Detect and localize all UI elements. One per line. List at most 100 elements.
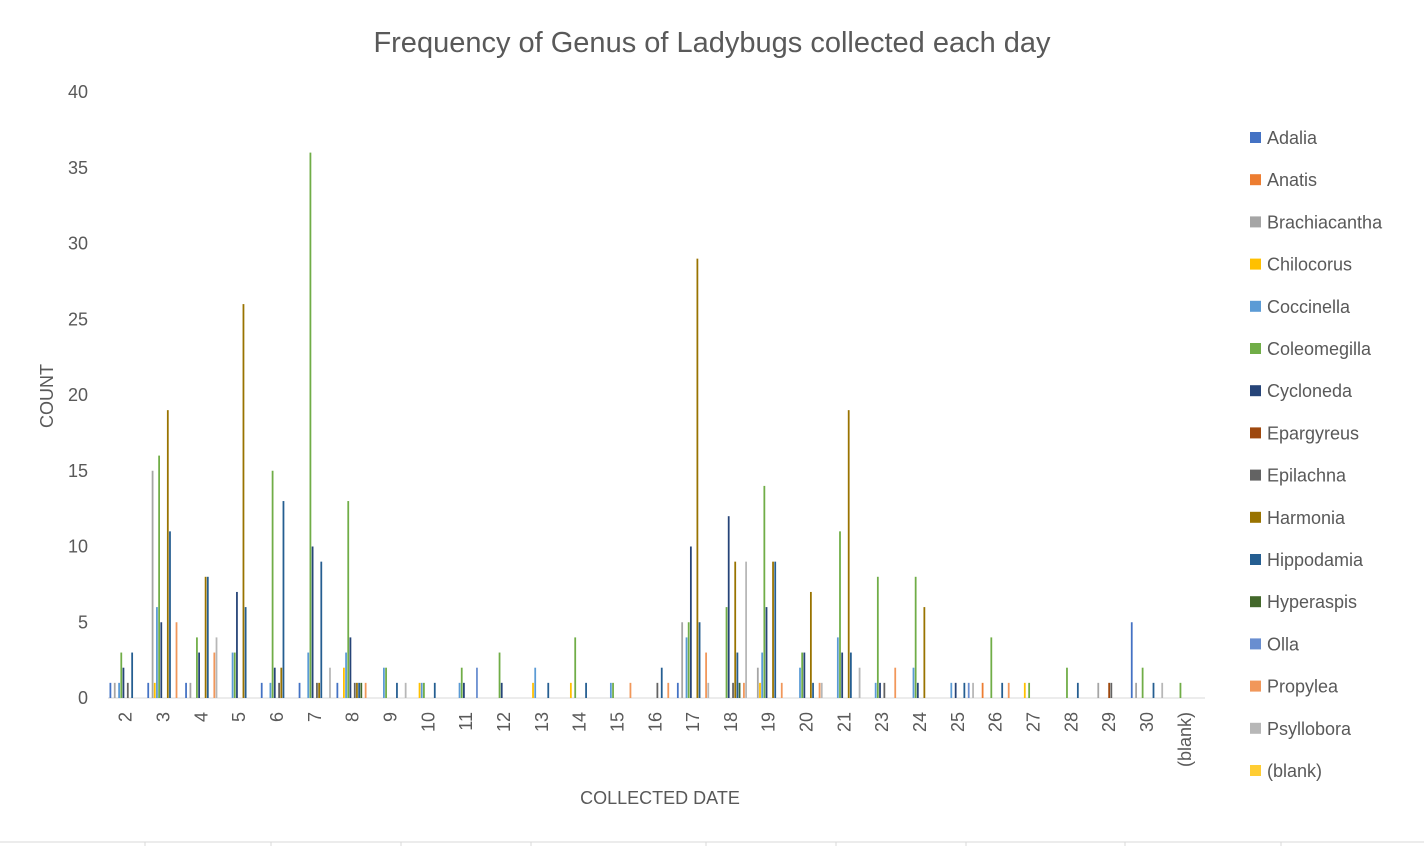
bar	[950, 682, 953, 698]
y-axis-ticks: 0 5 10 15 20 25 30 35 40	[68, 82, 88, 708]
bar	[727, 516, 730, 698]
bar	[803, 652, 806, 698]
bar	[175, 622, 178, 698]
bar	[185, 682, 187, 698]
bar	[196, 637, 198, 698]
bar	[236, 591, 238, 698]
legend-item: Harmonia	[1250, 508, 1346, 528]
x-tick-label: 27	[1024, 712, 1044, 732]
legend-label: Anatis	[1267, 170, 1317, 190]
x-tick-label: 17	[683, 712, 703, 732]
bar	[109, 682, 112, 698]
legend-label: Cycloneda	[1267, 381, 1353, 401]
bar	[345, 652, 347, 698]
bar	[612, 682, 614, 698]
bar	[763, 485, 766, 698]
bar	[298, 682, 301, 698]
bar	[876, 576, 879, 698]
bar	[923, 607, 926, 698]
bar	[849, 652, 852, 698]
bar	[269, 682, 272, 698]
y-tick-label: 20	[68, 385, 88, 405]
bar	[812, 682, 814, 698]
legend-label: Olla	[1267, 634, 1300, 654]
legend-swatch	[1250, 511, 1261, 523]
bar	[244, 607, 247, 698]
bar	[1028, 682, 1031, 698]
bar	[1135, 682, 1137, 698]
bar	[1179, 682, 1182, 698]
bar	[687, 622, 690, 698]
bar	[169, 531, 171, 698]
bar	[463, 682, 465, 698]
bar	[841, 652, 844, 698]
bar	[736, 652, 739, 698]
bar	[347, 501, 350, 698]
bar	[1066, 667, 1068, 698]
legend-label: Brachiacantha	[1267, 212, 1383, 232]
legend-swatch	[1250, 680, 1261, 692]
bar	[309, 152, 312, 699]
bar	[458, 682, 461, 698]
bar	[1108, 682, 1111, 698]
x-tick-label: 7	[305, 712, 325, 722]
bar	[656, 682, 659, 698]
bar	[667, 682, 670, 698]
bar	[967, 682, 970, 698]
bar	[476, 667, 478, 698]
legend-label: Epilachna	[1267, 466, 1347, 486]
x-tick-label: 13	[532, 712, 552, 732]
bar	[809, 591, 812, 698]
x-tick-label: 10	[418, 712, 438, 732]
y-tick-label: 25	[68, 309, 88, 329]
y-tick-label: 40	[68, 82, 88, 102]
legend-swatch	[1250, 765, 1261, 776]
bar	[894, 667, 897, 698]
x-tick-label: 28	[1061, 712, 1081, 732]
legend-label: (blank)	[1267, 761, 1322, 781]
y-tick-label: 5	[78, 612, 88, 632]
bar	[685, 637, 688, 698]
legend-swatch	[1250, 300, 1261, 312]
bar	[356, 682, 358, 698]
x-tick-label: 24	[910, 712, 930, 732]
bar	[707, 682, 710, 698]
bar	[914, 576, 917, 698]
bar	[1141, 667, 1144, 698]
bar	[1161, 682, 1164, 698]
legend-swatch	[1250, 343, 1261, 354]
x-tick-label: 20	[797, 712, 817, 732]
bar	[820, 682, 823, 698]
bar	[839, 531, 841, 698]
bar	[383, 667, 385, 698]
legend-swatch	[1250, 427, 1261, 439]
bar	[689, 546, 692, 698]
bar	[981, 682, 984, 698]
bar	[500, 682, 503, 698]
bar	[131, 652, 134, 698]
legend-item: Adalia	[1250, 128, 1318, 148]
bar	[215, 637, 218, 698]
legend-swatch	[1250, 216, 1261, 228]
bar	[874, 682, 877, 698]
bar	[198, 652, 200, 698]
bar	[765, 607, 768, 698]
bar	[242, 304, 245, 698]
bar	[147, 682, 150, 698]
bar	[329, 667, 331, 698]
bar	[963, 682, 966, 698]
bar	[498, 652, 501, 698]
x-tick-label: 11	[456, 712, 476, 731]
legend-swatch	[1250, 596, 1261, 608]
bar	[353, 682, 356, 698]
bar	[1152, 682, 1155, 698]
bar	[801, 652, 804, 698]
bar	[972, 682, 974, 698]
bar	[847, 410, 850, 698]
bar	[585, 682, 587, 698]
x-tick-label: 14	[570, 712, 590, 732]
bar	[311, 546, 314, 698]
bar	[213, 652, 216, 698]
bar	[738, 682, 741, 698]
bar	[745, 561, 747, 698]
